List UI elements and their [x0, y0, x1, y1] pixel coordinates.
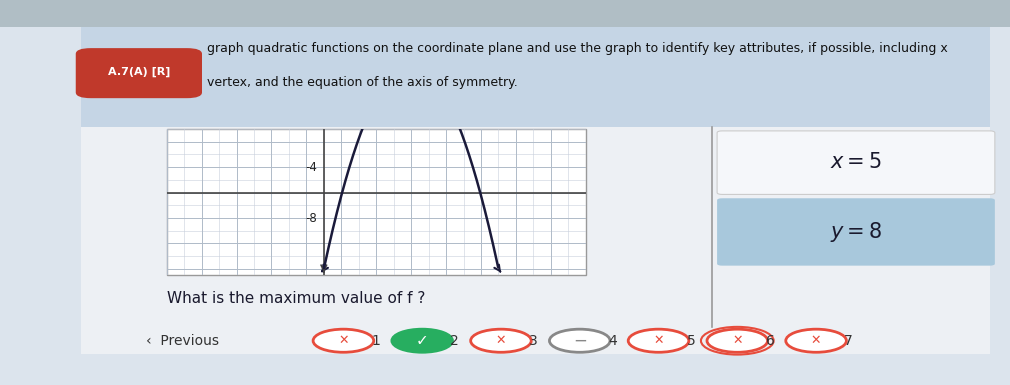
Text: $y=8$: $y=8$ [830, 220, 882, 244]
FancyBboxPatch shape [81, 27, 990, 127]
Text: ✕: ✕ [732, 334, 742, 347]
Text: graph quadratic functions on the coordinate plane and use the graph to identify : graph quadratic functions on the coordin… [207, 42, 947, 55]
Circle shape [392, 329, 452, 352]
Circle shape [707, 329, 768, 352]
FancyBboxPatch shape [717, 198, 995, 266]
Circle shape [313, 329, 374, 352]
Text: ✕: ✕ [811, 334, 821, 347]
Text: 4: 4 [608, 334, 617, 348]
Text: 2: 2 [450, 334, 460, 348]
FancyBboxPatch shape [81, 127, 990, 354]
Circle shape [549, 329, 610, 352]
Text: -8: -8 [305, 211, 317, 224]
Text: 5: 5 [687, 334, 696, 348]
Text: ✕: ✕ [496, 334, 506, 347]
Text: -4: -4 [305, 161, 317, 174]
FancyBboxPatch shape [76, 48, 202, 98]
Circle shape [471, 329, 531, 352]
Text: 1: 1 [372, 334, 381, 348]
FancyBboxPatch shape [0, 0, 1010, 27]
Text: 6: 6 [766, 334, 775, 348]
Text: ✕: ✕ [338, 334, 348, 347]
Circle shape [628, 329, 689, 352]
Text: ✕: ✕ [653, 334, 664, 347]
Text: ✓: ✓ [416, 333, 428, 348]
Text: 3: 3 [529, 334, 538, 348]
Text: $x=5$: $x=5$ [830, 152, 882, 172]
Text: −: − [573, 332, 587, 350]
Text: ‹  Previous: ‹ Previous [146, 334, 219, 348]
FancyBboxPatch shape [167, 129, 586, 275]
Text: 7: 7 [844, 334, 853, 348]
Circle shape [786, 329, 846, 352]
Text: A.7(A) [R]: A.7(A) [R] [108, 67, 170, 77]
Text: What is the maximum value of f ?: What is the maximum value of f ? [167, 291, 425, 306]
FancyBboxPatch shape [717, 131, 995, 194]
Text: vertex, and the equation of the axis of symmetry.: vertex, and the equation of the axis of … [207, 76, 518, 89]
